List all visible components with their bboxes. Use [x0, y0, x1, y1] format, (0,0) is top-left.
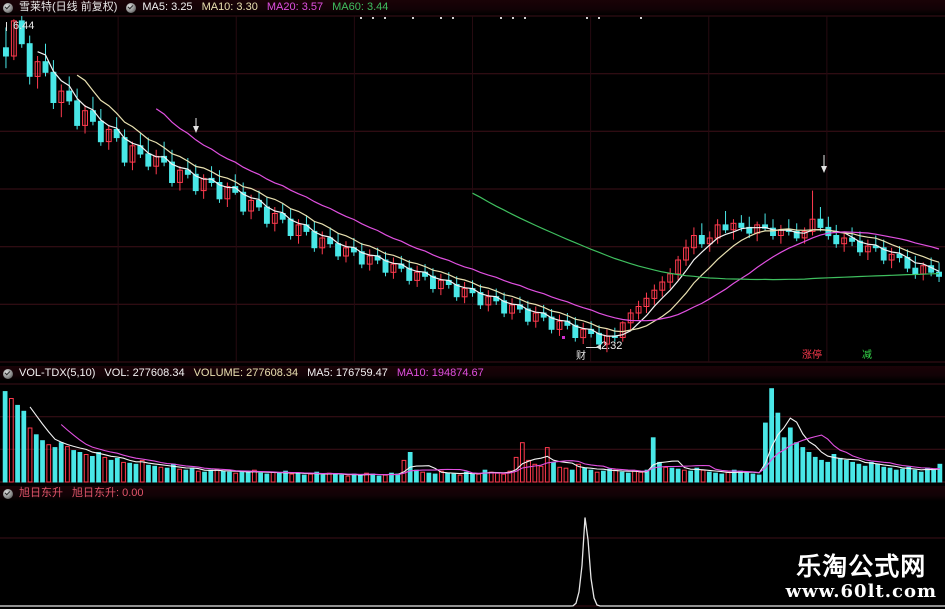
ma20-label: MA20: 3.57: [267, 0, 323, 15]
vol-field: VOL: 277608.34: [104, 366, 184, 381]
price-chart-canvas[interactable]: [0, 0, 945, 366]
annotation-limit-up: 涨停: [802, 350, 822, 361]
price-chart-panel[interactable]: 雪莱特(日线 前复权) MA5: 3.25 MA10: 3.30 MA20: 3…: [0, 0, 945, 366]
indicator-field-value: 0.00: [122, 487, 144, 499]
circle-check-icon[interactable]: [3, 368, 13, 379]
vol-ma10-field: MA10: 194874.67: [397, 366, 484, 381]
vol-ma10-label: MA10:: [396, 367, 429, 379]
volume-value: 277608.34: [246, 367, 299, 379]
vol-label: VOL:: [104, 367, 130, 379]
annotation-reduce: 减: [862, 350, 872, 361]
ma10-value: 3.30: [236, 1, 258, 13]
watermark-url: www.60lt.com: [785, 581, 937, 602]
circle-check-icon[interactable]: [3, 2, 13, 13]
volume-panel-header[interactable]: VOL-TDX(5,10) VOL: 277608.34 VOLUME: 277…: [0, 366, 945, 381]
ma5-value: 3.25: [171, 1, 193, 13]
watermark-site-name: 乐淘公式网: [796, 552, 927, 581]
indicator-panel-header[interactable]: 旭日东升 旭日东升: 0.00: [0, 486, 945, 501]
ma60-label: MA60: 3.44: [332, 0, 388, 15]
annotation-cai: 财: [576, 351, 586, 362]
low-price-arrow-head: [596, 344, 601, 350]
ma60-name: MA60:: [332, 1, 364, 13]
volume-indicator-title: VOL-TDX(5,10): [19, 367, 96, 379]
vol-value: 277608.34: [132, 367, 185, 379]
price-axis-tick-stem: [6, 22, 7, 31]
low-price-label: 2.32: [601, 340, 623, 352]
ma5-name: MA5:: [142, 1, 169, 13]
volume-chart-canvas[interactable]: [0, 366, 945, 486]
circle-check-icon[interactable]: [3, 488, 13, 499]
indicator-field: 旭日东升: 0.00: [72, 486, 144, 501]
vol-ma5-value: 176759.47: [335, 367, 388, 379]
indicator-chart-canvas[interactable]: [0, 486, 945, 609]
indicator-field-label: 旭日东升:: [72, 487, 120, 499]
ma20-value: 3.57: [301, 1, 324, 13]
volume-field: VOLUME: 277608.34: [194, 366, 299, 381]
chart-title: 雪莱特(日线 前复权): [19, 1, 118, 13]
indicator-chart-panel[interactable]: 旭日东升 旭日东升: 0.00: [0, 486, 945, 609]
vol-ma10-value: 194874.67: [431, 367, 484, 379]
price-axis-top-label: 6.44: [13, 20, 35, 32]
indicator-title: 旭日东升: [19, 487, 63, 499]
watermark: 乐淘公式网 www.60lt.com: [786, 553, 937, 603]
price-panel-header[interactable]: 雪莱特(日线 前复权) MA5: 3.25 MA10: 3.30 MA20: 3…: [0, 0, 945, 15]
low-price-arrow-line: [586, 347, 598, 348]
vol-ma5-field: MA5: 176759.47: [307, 366, 388, 381]
volume-chart-panel[interactable]: VOL-TDX(5,10) VOL: 277608.34 VOLUME: 277…: [0, 366, 945, 486]
ma60-value: 3.44: [366, 1, 389, 13]
ma5-label: MA5: 3.25: [142, 0, 192, 15]
volume-label: VOLUME:: [193, 367, 244, 379]
ma10-name: MA10:: [201, 1, 234, 13]
circle-check-icon-2[interactable]: [126, 2, 137, 13]
vol-ma5-label: MA5:: [307, 367, 333, 379]
ma20-name: MA20:: [266, 1, 299, 13]
ma10-label: MA10: 3.30: [202, 0, 258, 15]
